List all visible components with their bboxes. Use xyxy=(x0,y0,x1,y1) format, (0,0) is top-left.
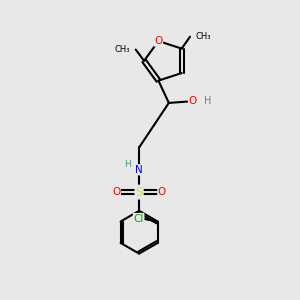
Text: O: O xyxy=(112,187,120,197)
Text: O: O xyxy=(188,96,197,106)
Text: O: O xyxy=(158,187,166,197)
Text: Cl: Cl xyxy=(134,214,144,224)
Text: O: O xyxy=(154,36,163,46)
Text: S: S xyxy=(135,186,143,199)
Text: CH₃: CH₃ xyxy=(115,45,130,54)
Text: N: N xyxy=(135,165,143,175)
Text: H: H xyxy=(204,96,212,106)
Text: CH₃: CH₃ xyxy=(195,32,211,41)
Text: H: H xyxy=(124,160,131,169)
